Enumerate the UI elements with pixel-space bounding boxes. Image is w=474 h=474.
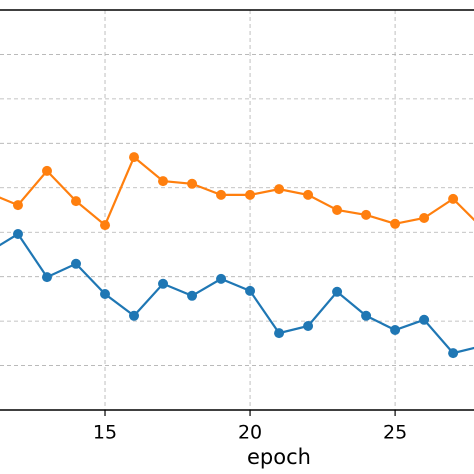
- data-point: [71, 258, 82, 269]
- data-point: [41, 165, 52, 176]
- data-point: [274, 184, 285, 195]
- data-point: [12, 200, 23, 211]
- data-point: [303, 321, 314, 331]
- x-tick-label: 20: [238, 422, 262, 444]
- x-axis-label: epoch: [247, 445, 311, 469]
- data-point: [187, 290, 198, 301]
- data-point: [100, 220, 111, 231]
- data-point: [245, 285, 256, 296]
- data-point: [390, 325, 401, 335]
- grid: [0, 10, 474, 410]
- series-line: [0, 232, 474, 355]
- data-point: [332, 205, 343, 215]
- data-point: [448, 193, 459, 204]
- data-point: [361, 209, 372, 220]
- data-point: [100, 289, 111, 299]
- x-tick-label: 25: [383, 422, 407, 444]
- data-point: [129, 152, 140, 163]
- x-tick-label: 15: [93, 422, 117, 444]
- data-point: [390, 218, 401, 229]
- data-point: [419, 213, 430, 223]
- plot-area: [0, 152, 474, 359]
- data-point: [216, 273, 227, 284]
- data-point: [129, 310, 140, 321]
- series-line: [0, 155, 474, 227]
- data-point: [448, 348, 459, 359]
- data-point: [71, 196, 82, 207]
- data-point: [158, 278, 169, 289]
- data-point: [216, 189, 227, 200]
- data-point: [303, 189, 314, 200]
- data-point: [419, 314, 430, 325]
- data-point: [332, 286, 343, 297]
- data-point: [187, 178, 198, 189]
- data-point: [41, 272, 52, 283]
- data-point: [361, 310, 372, 321]
- data-point: [274, 328, 285, 339]
- data-point: [12, 229, 23, 239]
- data-point: [158, 176, 169, 187]
- data-point: [245, 189, 256, 200]
